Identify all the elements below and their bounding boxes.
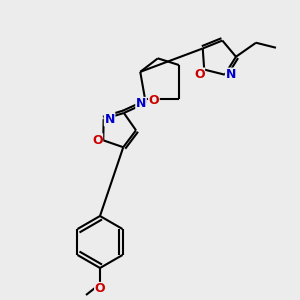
Text: O: O <box>95 283 105 296</box>
Text: O: O <box>194 68 205 81</box>
Text: N: N <box>136 98 146 110</box>
Text: O: O <box>148 94 159 107</box>
Text: N: N <box>226 68 236 81</box>
Text: O: O <box>92 134 103 147</box>
Text: N: N <box>104 113 115 126</box>
